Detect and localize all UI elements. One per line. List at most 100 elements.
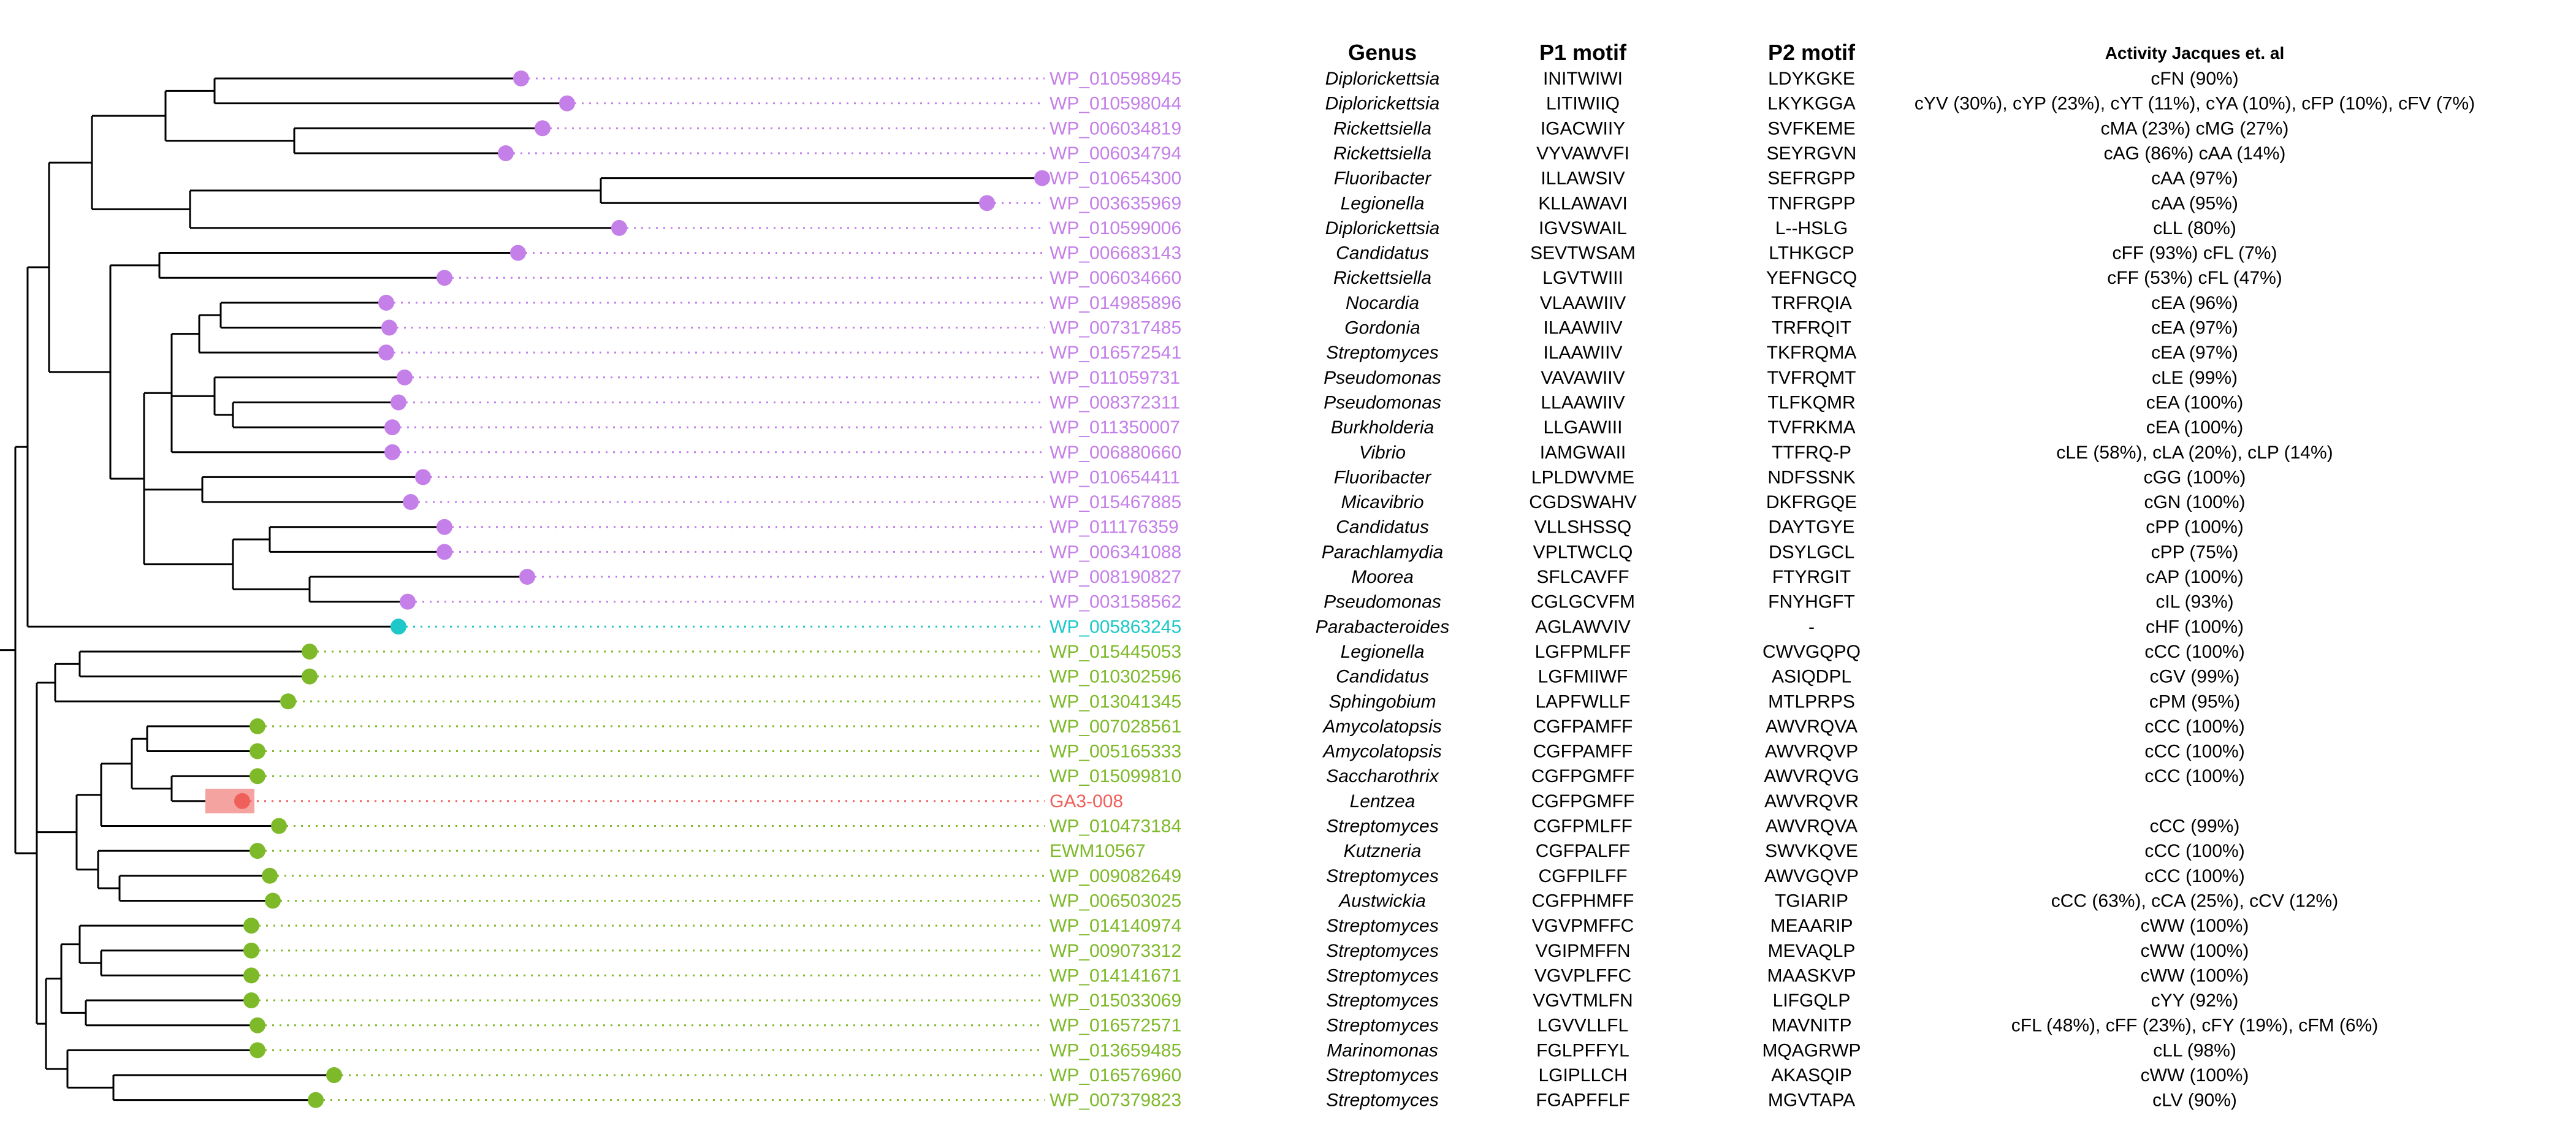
header-p1-motif: P1 motif bbox=[1539, 40, 1627, 65]
leaf-node-dot bbox=[400, 593, 416, 610]
leaf-label: WP_006683143 bbox=[1050, 243, 1181, 264]
leaf-node-dot bbox=[271, 818, 287, 834]
p1-motif-cell: IAMGWAII bbox=[1540, 443, 1626, 463]
leaf-node-dot bbox=[243, 992, 259, 1009]
genus-cell: Gordonia bbox=[1344, 318, 1420, 338]
genus-cell: Diplorickettsia bbox=[1325, 69, 1440, 89]
leaf-label: WP_008372311 bbox=[1050, 392, 1180, 413]
p1-motif-cell: LGVTWIII bbox=[1542, 268, 1623, 288]
header-genus: Genus bbox=[1348, 40, 1417, 65]
leaf-node-dot bbox=[243, 918, 259, 934]
leaf-label: WP_003635969 bbox=[1050, 193, 1181, 213]
leaf-label: WP_014141671 bbox=[1050, 965, 1181, 986]
leaf-label: WP_013659485 bbox=[1050, 1040, 1181, 1060]
activity-cell: cYY (92%) bbox=[2151, 991, 2239, 1011]
p1-motif-cell: ILAAWIIV bbox=[1544, 343, 1623, 363]
leaf-node-dot bbox=[510, 245, 526, 261]
activity-cell: cLL (98%) bbox=[2153, 1040, 2236, 1060]
activity-cell: cGG (100%) bbox=[2144, 467, 2246, 487]
p1-motif-cell: VPLTWCLQ bbox=[1533, 542, 1633, 562]
p2-motif-cell: FTYRGIT bbox=[1772, 567, 1851, 587]
activity-cell: cWW (100%) bbox=[2141, 941, 2249, 961]
p2-motif-cell: AKASQIP bbox=[1771, 1065, 1852, 1086]
p2-motif-cell: FNYHGFT bbox=[1768, 592, 1855, 612]
p2-motif-cell: SEFRGPP bbox=[1767, 169, 1855, 189]
genus-cell: Micavibrio bbox=[1341, 492, 1423, 512]
activity-cell: cAA (97%) bbox=[2151, 169, 2238, 189]
p1-motif-cell: LLAAWIIV bbox=[1541, 392, 1625, 413]
leaf-label: WP_010598945 bbox=[1050, 69, 1181, 89]
leaf-node-dot bbox=[498, 145, 514, 161]
p2-motif-cell: AWVRQVP bbox=[1765, 742, 1858, 762]
leaf-node-dot bbox=[436, 544, 452, 560]
p2-motif-cell: CWVGQPQ bbox=[1762, 642, 1861, 662]
p1-motif-cell: CGFPHMFF bbox=[1532, 891, 1634, 911]
p1-motif-cell: ILLAWSIV bbox=[1541, 169, 1625, 189]
leaf-node-dot bbox=[250, 743, 265, 759]
header-activity: Activity Jacques et. al bbox=[2105, 44, 2285, 63]
p1-motif-cell: CGFPGMFF bbox=[1531, 766, 1634, 786]
genus-cell: Streptomyces bbox=[1326, 991, 1438, 1011]
leaf-label: WP_015467885 bbox=[1050, 492, 1181, 512]
leaf-node-dot bbox=[250, 843, 265, 859]
genus-cell: Streptomyces bbox=[1326, 816, 1438, 837]
activity-cell: cCC (63%), cCA (25%), cCV (12%) bbox=[2051, 891, 2338, 911]
activity-cell: cHF (100%) bbox=[2146, 617, 2244, 637]
activity-cell: cEA (97%) bbox=[2151, 318, 2238, 338]
genus-cell: Fluoribacter bbox=[1334, 169, 1431, 189]
leaf-node-dot bbox=[391, 618, 406, 635]
activity-cell: cCC (100%) bbox=[2144, 717, 2244, 737]
p2-motif-cell: TKFRQMA bbox=[1767, 343, 1857, 363]
p1-motif-cell: FGLPFFYL bbox=[1536, 1040, 1629, 1060]
activity-cell: cLE (58%), cLA (20%), cLP (14%) bbox=[2056, 443, 2333, 463]
genus-cell: Streptomyces bbox=[1326, 965, 1438, 986]
p1-motif-cell: SFLCAVFF bbox=[1536, 567, 1629, 587]
p2-motif-cell: NDFSSNK bbox=[1767, 467, 1855, 487]
leaf-label: WP_010654300 bbox=[1050, 169, 1181, 189]
p1-motif-cell: VAVAWIIV bbox=[1541, 368, 1625, 388]
leaf-node-dot bbox=[243, 942, 259, 959]
p1-motif-cell: VGVPLFFC bbox=[1534, 965, 1631, 986]
leaf-label: WP_007379823 bbox=[1050, 1090, 1181, 1111]
leaf-label: WP_010302596 bbox=[1050, 667, 1181, 687]
activity-cell: cEA (97%) bbox=[2151, 343, 2238, 363]
p2-motif-cell: - bbox=[1808, 617, 1815, 637]
leaf-node-dot bbox=[280, 693, 296, 710]
activity-cell: cFF (93%) cFL (7%) bbox=[2113, 243, 2277, 264]
p2-motif-cell: AWVRQVA bbox=[1766, 717, 1858, 737]
leaf-node-dot bbox=[436, 270, 452, 286]
leaf-label: WP_010598044 bbox=[1050, 94, 1181, 114]
p1-motif-cell: ILAAWIIV bbox=[1544, 318, 1623, 338]
leaf-label: WP_005863245 bbox=[1050, 617, 1181, 637]
leaf-label: WP_006034819 bbox=[1050, 118, 1181, 139]
p2-motif-cell: DAYTGYE bbox=[1768, 517, 1854, 538]
genus-cell: Candidatus bbox=[1336, 517, 1429, 538]
genus-cell: Pseudomonas bbox=[1324, 592, 1441, 612]
leaf-label: WP_007317485 bbox=[1050, 318, 1181, 338]
p2-motif-cell: TRFRQIA bbox=[1771, 293, 1852, 313]
activity-cell: cCC (100%) bbox=[2144, 766, 2244, 786]
p1-motif-cell: LITIWIIQ bbox=[1546, 94, 1620, 114]
leaf-node-dot bbox=[302, 668, 318, 685]
p2-motif-cell: MAASKVP bbox=[1767, 965, 1856, 986]
genus-cell: Streptomyces bbox=[1326, 941, 1438, 961]
p2-motif-cell: L--HSLG bbox=[1775, 218, 1848, 238]
genus-cell: Streptomyces bbox=[1326, 1065, 1438, 1086]
leaf-label: WP_010654411 bbox=[1050, 467, 1180, 487]
p1-motif-cell: CGFPILFF bbox=[1538, 866, 1627, 886]
p1-motif-cell: VLLSHSSQ bbox=[1534, 517, 1631, 538]
p2-motif-cell: SVFKEME bbox=[1767, 118, 1855, 139]
p1-motif-cell: IGACWIIY bbox=[1541, 118, 1625, 139]
activity-cell: cYV (30%), cYP (23%), cYT (11%), cYA (10… bbox=[1915, 94, 2475, 114]
activity-cell: cFL (48%), cFF (23%), cFY (19%), cFM (6%… bbox=[2011, 1016, 2378, 1036]
leaf-node-dot bbox=[1034, 170, 1050, 186]
genus-cell: Moorea bbox=[1351, 567, 1414, 587]
leaf-node-dot bbox=[519, 569, 535, 585]
leaf-label: WP_014140974 bbox=[1050, 916, 1181, 936]
activity-cell: cGV (99%) bbox=[2150, 667, 2240, 687]
leaf-node-dot bbox=[378, 344, 394, 361]
leaf-label: WP_009082649 bbox=[1050, 866, 1181, 886]
annotation-table: Genus P1 motif P2 motif Activity Jacques… bbox=[1316, 40, 2475, 1111]
activity-cell: cFF (53%) cFL (47%) bbox=[2107, 268, 2282, 288]
p2-motif-cell: TVFRKMA bbox=[1767, 417, 1855, 438]
